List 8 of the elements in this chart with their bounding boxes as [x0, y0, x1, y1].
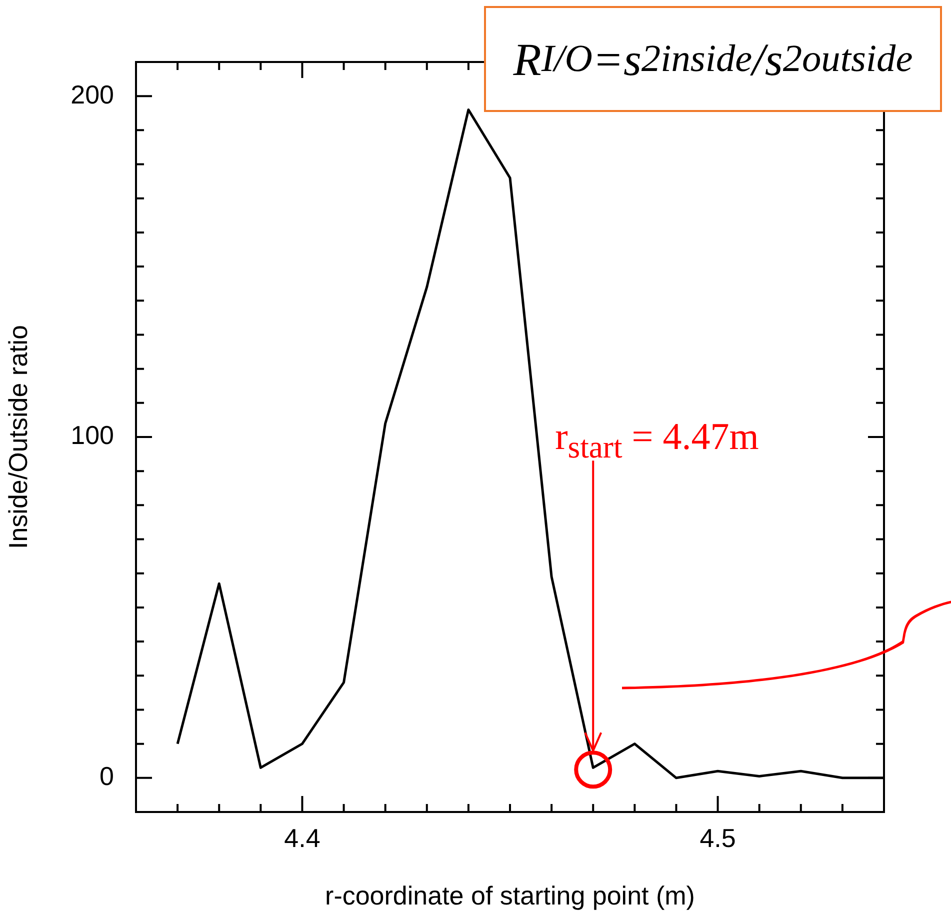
- y-tick-label: 200: [70, 79, 114, 110]
- annotation: r$_{start}$ = 4.47m: [555, 414, 759, 466]
- y-tick-label: 100: [70, 420, 114, 450]
- y-axis-title: Inside/Outside ratio: [2, 324, 33, 550]
- x-axis-title: r-coordinate of starting point (m): [325, 880, 695, 911]
- x-tick-label: 4.5: [700, 822, 736, 853]
- y-tick-label: 0: [100, 761, 114, 792]
- x-tick-label: 4.4: [284, 822, 320, 853]
